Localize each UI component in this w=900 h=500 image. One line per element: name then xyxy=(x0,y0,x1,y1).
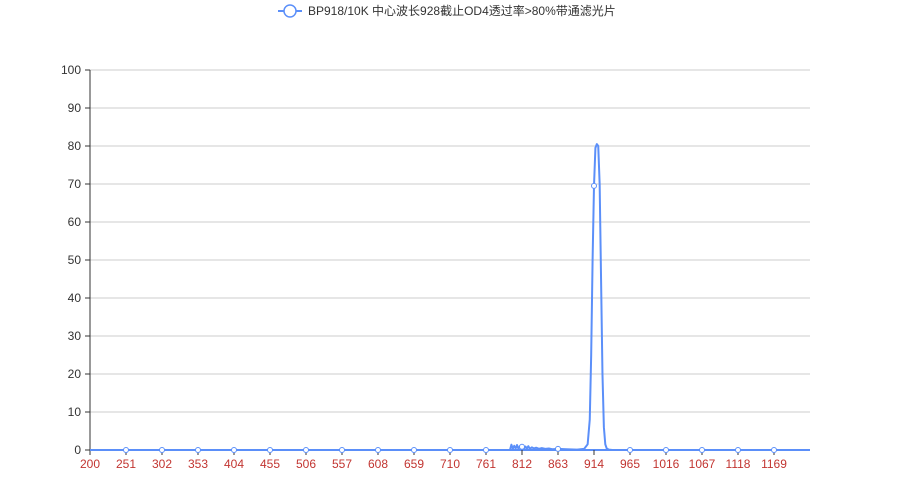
data-point[interactable] xyxy=(663,447,669,453)
y-tick-label: 70 xyxy=(68,177,82,191)
x-tick-label: 608 xyxy=(368,457,388,471)
x-tick-label: 200 xyxy=(80,457,100,471)
x-tick-label: 404 xyxy=(224,457,244,471)
data-point[interactable] xyxy=(519,443,525,450)
series-group xyxy=(90,143,810,453)
y-tick-label: 20 xyxy=(68,367,82,381)
x-tick-label: 251 xyxy=(116,457,136,471)
y-tick-label: 40 xyxy=(68,291,82,305)
data-point[interactable] xyxy=(159,447,165,453)
x-tick-label: 863 xyxy=(548,457,568,471)
data-point[interactable] xyxy=(735,447,741,453)
y-tick-label: 100 xyxy=(61,63,81,77)
data-point[interactable] xyxy=(771,447,777,453)
x-tick-label: 302 xyxy=(152,457,172,471)
series-markers xyxy=(123,182,777,453)
x-tick-label: 506 xyxy=(296,457,316,471)
x-tick-label: 710 xyxy=(440,457,460,471)
y-tick-label: 90 xyxy=(68,101,82,115)
x-tick-label: 965 xyxy=(620,457,640,471)
x-tick-label: 1067 xyxy=(689,457,716,471)
data-point[interactable] xyxy=(411,447,417,453)
legend-marker-icon xyxy=(283,4,297,18)
legend-label: BP918/10K 中心波长928截止OD4透过率>80%带通滤光片 xyxy=(308,3,616,18)
data-point[interactable] xyxy=(195,447,201,453)
x-tick-label: 455 xyxy=(260,457,280,471)
data-point[interactable] xyxy=(555,445,561,452)
y-axis: 0 10 20 30 40 50 60 70 80 90 100 xyxy=(61,63,91,457)
y-tick-label: 60 xyxy=(68,215,82,229)
data-point[interactable] xyxy=(303,447,309,453)
data-point[interactable] xyxy=(447,447,453,453)
y-gridlines xyxy=(90,69,810,413)
data-point[interactable] xyxy=(483,447,489,453)
y-tick-label: 10 xyxy=(68,405,82,419)
y-tick-label: 0 xyxy=(74,443,81,457)
x-tick-label: 1169 xyxy=(761,457,787,471)
data-point[interactable] xyxy=(699,447,705,453)
data-point[interactable] xyxy=(375,447,381,453)
x-tick-label: 761 xyxy=(476,457,496,471)
data-point[interactable] xyxy=(591,182,597,189)
y-tick-label: 80 xyxy=(68,139,82,153)
series-line[interactable] xyxy=(90,143,810,451)
x-tick-label: 1016 xyxy=(653,457,680,471)
data-point[interactable] xyxy=(339,447,345,453)
data-point[interactable] xyxy=(231,447,237,453)
y-tick-label: 50 xyxy=(68,253,82,267)
data-point[interactable] xyxy=(267,447,273,453)
x-tick-label: 659 xyxy=(404,457,424,471)
x-tick-label: 812 xyxy=(512,457,532,471)
data-point[interactable] xyxy=(123,447,129,453)
x-tick-label: 557 xyxy=(332,457,352,471)
y-tick-label: 30 xyxy=(68,329,82,343)
x-tick-label: 1118 xyxy=(726,457,751,471)
x-tick-label: 914 xyxy=(584,457,604,471)
legend[interactable]: BP918/10K 中心波长928截止OD4透过率>80%带通滤光片 xyxy=(278,3,616,18)
data-point[interactable] xyxy=(627,447,633,453)
x-tick-label: 353 xyxy=(188,457,208,471)
x-axis: 200 251 302 353 404 455 506 557 608 659 710 761 812 8… xyxy=(80,449,810,471)
